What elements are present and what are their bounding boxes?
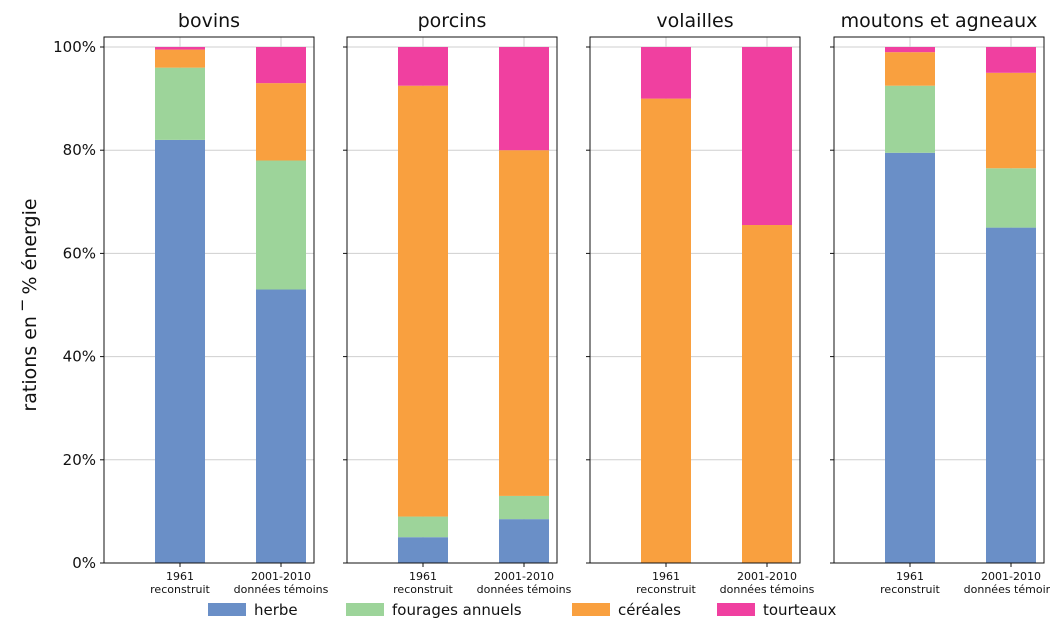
y-tick-label: 100%	[53, 38, 96, 56]
bar-c-r-ales	[641, 98, 691, 563]
panel-frame	[589, 36, 801, 564]
x-tick-label: 2001-2010	[737, 570, 797, 583]
panel-frame	[103, 36, 315, 564]
bar-c-r-ales	[986, 72, 1036, 169]
bar-fourages-annuels	[256, 160, 306, 290]
panel-frame	[833, 36, 1045, 564]
x-tick-label: 1961	[166, 570, 194, 583]
legend-swatch	[346, 603, 384, 616]
legend-label: tourteaux	[763, 601, 837, 619]
panel-title: moutons et agneaux	[841, 10, 1038, 32]
y-tick-label: 20%	[63, 451, 96, 469]
panel-title: porcins	[418, 10, 487, 32]
bar-c-r-ales	[499, 150, 549, 496]
legend-label: herbe	[254, 601, 298, 619]
panel-title: bovins	[178, 10, 240, 32]
legend-swatch	[208, 603, 246, 616]
x-tick-label: reconstruit	[636, 583, 696, 596]
y-tick-label: 40%	[63, 348, 96, 366]
bar-tourteaux	[398, 47, 448, 86]
x-tick-label: données témoins	[720, 583, 815, 596]
legend: herbe fourages annuels céréales tourteaux	[208, 601, 837, 619]
bar-herbe	[499, 519, 549, 563]
bar-herbe	[256, 289, 306, 563]
bar-tourteaux	[885, 47, 935, 53]
bar-c-r-ales	[256, 83, 306, 161]
panel-frame	[346, 36, 558, 564]
x-tick-label: données témoins	[964, 583, 1050, 596]
bar-tourteaux	[986, 47, 1036, 73]
x-tick-label: 2001-2010	[981, 570, 1041, 583]
x-tick-label: 1961	[409, 570, 437, 583]
panel-title: volailles	[656, 10, 733, 32]
bar-herbe	[986, 227, 1036, 563]
bar-herbe	[155, 139, 205, 563]
bar-tourteaux	[641, 47, 691, 99]
x-tick-label: 2001-2010	[251, 570, 311, 583]
bar-fourages-annuels	[986, 168, 1036, 228]
legend-label: céréales	[618, 601, 681, 619]
bar-fourages-annuels	[499, 495, 549, 520]
x-tick-label: 2001-2010	[494, 570, 554, 583]
legend-swatch	[717, 603, 755, 616]
x-tick-label: données témoins	[477, 583, 572, 596]
bar-tourteaux	[499, 47, 549, 151]
x-tick-label: 1961	[652, 570, 680, 583]
bar-fourages-annuels	[155, 67, 205, 140]
y-tick-label: 0%	[72, 554, 96, 572]
x-tick-label: reconstruit	[150, 583, 210, 596]
bar-fourages-annuels	[398, 516, 448, 538]
x-tick-label: reconstruit	[880, 583, 940, 596]
bar-herbe	[885, 152, 935, 563]
bar-c-r-ales	[885, 52, 935, 86]
legend-swatch	[572, 603, 610, 616]
bar-fourages-annuels	[885, 85, 935, 153]
legend-label: fourages annuels	[392, 601, 522, 619]
bar-tourteaux	[155, 47, 205, 50]
y-axis-label: rations en ‾ % énergie	[19, 198, 41, 411]
bar-tourteaux	[742, 47, 792, 226]
bar-c-r-ales	[398, 85, 448, 517]
bar-c-r-ales	[742, 225, 792, 563]
bar-tourteaux	[256, 47, 306, 84]
y-tick-label: 80%	[63, 141, 96, 159]
x-tick-label: données témoins	[234, 583, 329, 596]
x-tick-label: 1961	[896, 570, 924, 583]
bar-c-r-ales	[155, 49, 205, 68]
x-tick-label: reconstruit	[393, 583, 453, 596]
bar-herbe	[398, 537, 448, 563]
y-tick-label: 60%	[63, 244, 96, 262]
